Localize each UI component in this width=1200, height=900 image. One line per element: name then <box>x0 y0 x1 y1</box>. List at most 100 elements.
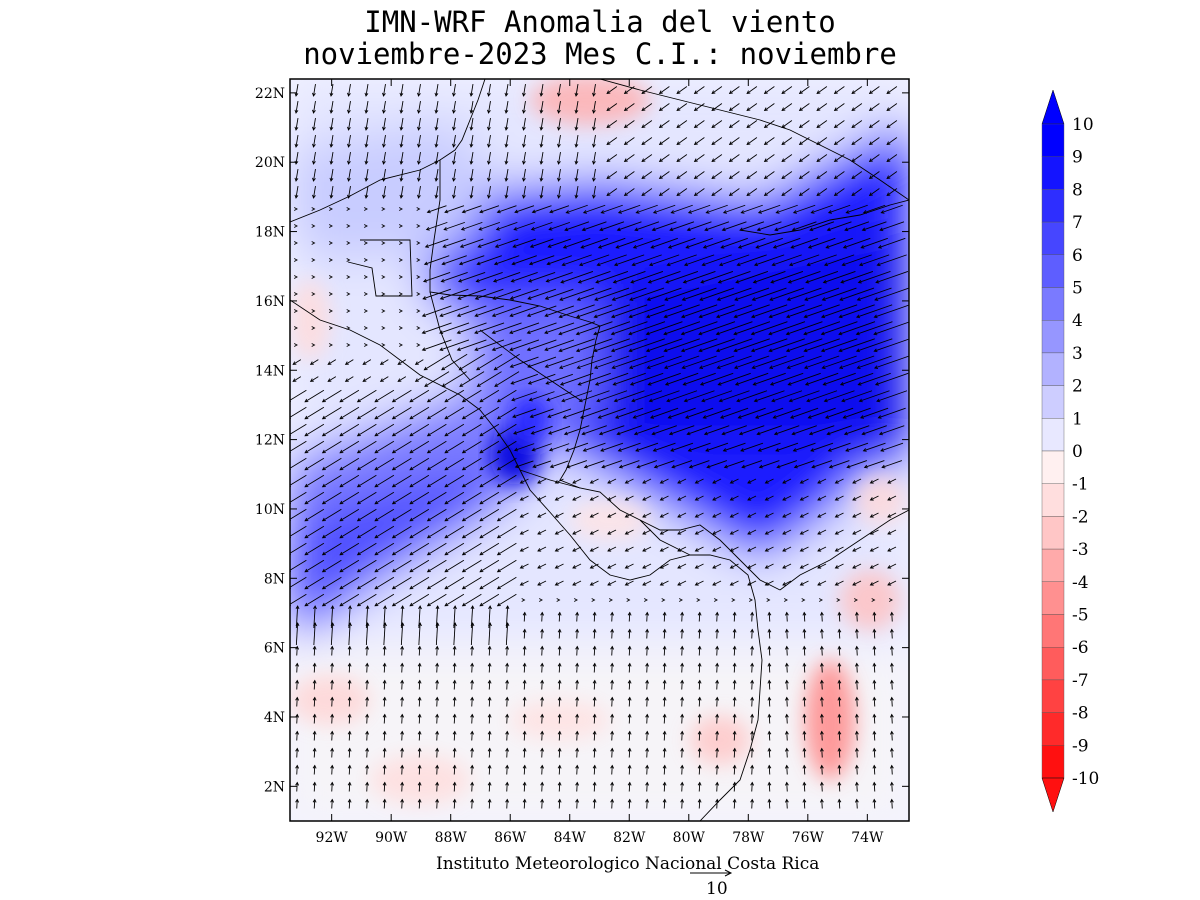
wind-vector <box>852 529 862 535</box>
wind-vector <box>493 255 520 266</box>
wind-vector <box>595 271 629 284</box>
wind-vector <box>379 376 389 382</box>
wind-vector <box>295 730 300 741</box>
colorbar-segment <box>1041 581 1065 615</box>
wind-vector <box>750 611 755 622</box>
wind-vector <box>505 747 510 758</box>
wind-vector <box>781 154 793 163</box>
wind-vector <box>557 713 562 724</box>
wind-vector <box>715 781 720 792</box>
wind-vector <box>575 747 580 758</box>
colorbar-segment <box>1041 712 1065 746</box>
wind-vector <box>833 103 845 112</box>
wind-vector <box>434 135 439 148</box>
wind-vector <box>509 356 539 368</box>
wind-vector <box>715 662 720 673</box>
wind-vector <box>785 304 823 319</box>
wind-vector <box>841 390 873 403</box>
wind-vector <box>615 237 643 249</box>
wind-vector <box>680 304 718 319</box>
wind-vector <box>819 730 824 741</box>
wind-vector <box>529 408 554 418</box>
wind-vector <box>514 460 534 469</box>
wind-vector <box>641 154 653 163</box>
wind-vector <box>784 696 789 707</box>
wind-vector <box>304 508 325 522</box>
wind-vector <box>356 576 377 590</box>
wind-vector <box>781 120 793 129</box>
wind-vector <box>887 478 897 484</box>
wind-vector <box>676 86 688 95</box>
wind-vector <box>747 495 757 501</box>
wind-vector <box>772 237 801 249</box>
wind-vector <box>330 781 335 792</box>
wind-vector <box>557 628 562 639</box>
lon-tick-label: 92W <box>316 830 349 846</box>
wind-vector <box>537 512 547 518</box>
wind-vector <box>540 628 545 639</box>
wind-vector <box>764 546 774 552</box>
wind-vector <box>784 713 789 724</box>
colorbar-label: 8 <box>1072 180 1083 200</box>
wind-vector <box>735 271 769 284</box>
wind-vector <box>295 713 300 724</box>
wind-vector <box>400 764 405 775</box>
wind-vector <box>364 186 369 199</box>
wind-vector <box>606 120 618 129</box>
wind-vector <box>747 529 757 535</box>
wind-vector <box>601 460 623 469</box>
anomaly-shading <box>290 79 909 821</box>
wind-vector <box>417 679 422 690</box>
wind-vector <box>574 84 579 97</box>
wind-vector <box>374 440 395 454</box>
wind-vector <box>321 525 342 539</box>
wind-vector <box>868 120 880 129</box>
wind-vector <box>659 546 669 552</box>
wind-vector <box>764 563 774 569</box>
wind-vector <box>716 287 752 301</box>
wind-vector <box>806 390 838 403</box>
wind-vector <box>682 271 716 284</box>
wind-vector <box>513 425 536 435</box>
wind-vector <box>817 529 827 535</box>
wind-vector <box>539 152 544 165</box>
wind-vector <box>346 207 351 211</box>
wind-vector <box>729 529 739 535</box>
wind-vector <box>628 355 665 369</box>
wind-vector <box>356 542 377 556</box>
wind-vector <box>844 221 870 232</box>
wind-vector <box>344 376 354 382</box>
wind-vector <box>641 188 653 197</box>
wind-vector <box>478 221 500 231</box>
wind-vector <box>880 204 903 214</box>
wind-vector <box>295 781 300 792</box>
wind-vector <box>479 389 500 403</box>
wind-vector <box>662 696 667 707</box>
wind-vector <box>382 101 386 114</box>
wind-vector <box>876 390 908 403</box>
wind-vector <box>409 457 430 471</box>
wind-vector <box>426 525 447 539</box>
wind-vector <box>854 662 859 673</box>
wind-vector <box>312 696 317 707</box>
wind-vector <box>539 186 544 199</box>
wind-vector <box>740 442 764 452</box>
wind-vector <box>821 355 857 369</box>
wind-vector <box>616 425 642 436</box>
wind-vector <box>381 326 386 330</box>
wind-vector <box>557 764 562 775</box>
wind-vector <box>469 152 474 165</box>
wind-vector <box>836 598 841 602</box>
wind-vector <box>487 764 492 775</box>
wind-vector <box>645 764 650 775</box>
wind-vector <box>790 237 818 249</box>
wind-vector <box>526 322 557 335</box>
wind-vector <box>576 287 612 301</box>
wind-vector <box>611 355 647 369</box>
wind-vector <box>645 338 683 353</box>
wind-vector <box>295 747 300 758</box>
wind-vector <box>705 204 728 214</box>
wind-vector <box>871 598 876 602</box>
wind-vector <box>479 508 500 522</box>
wind-vector <box>461 457 482 471</box>
